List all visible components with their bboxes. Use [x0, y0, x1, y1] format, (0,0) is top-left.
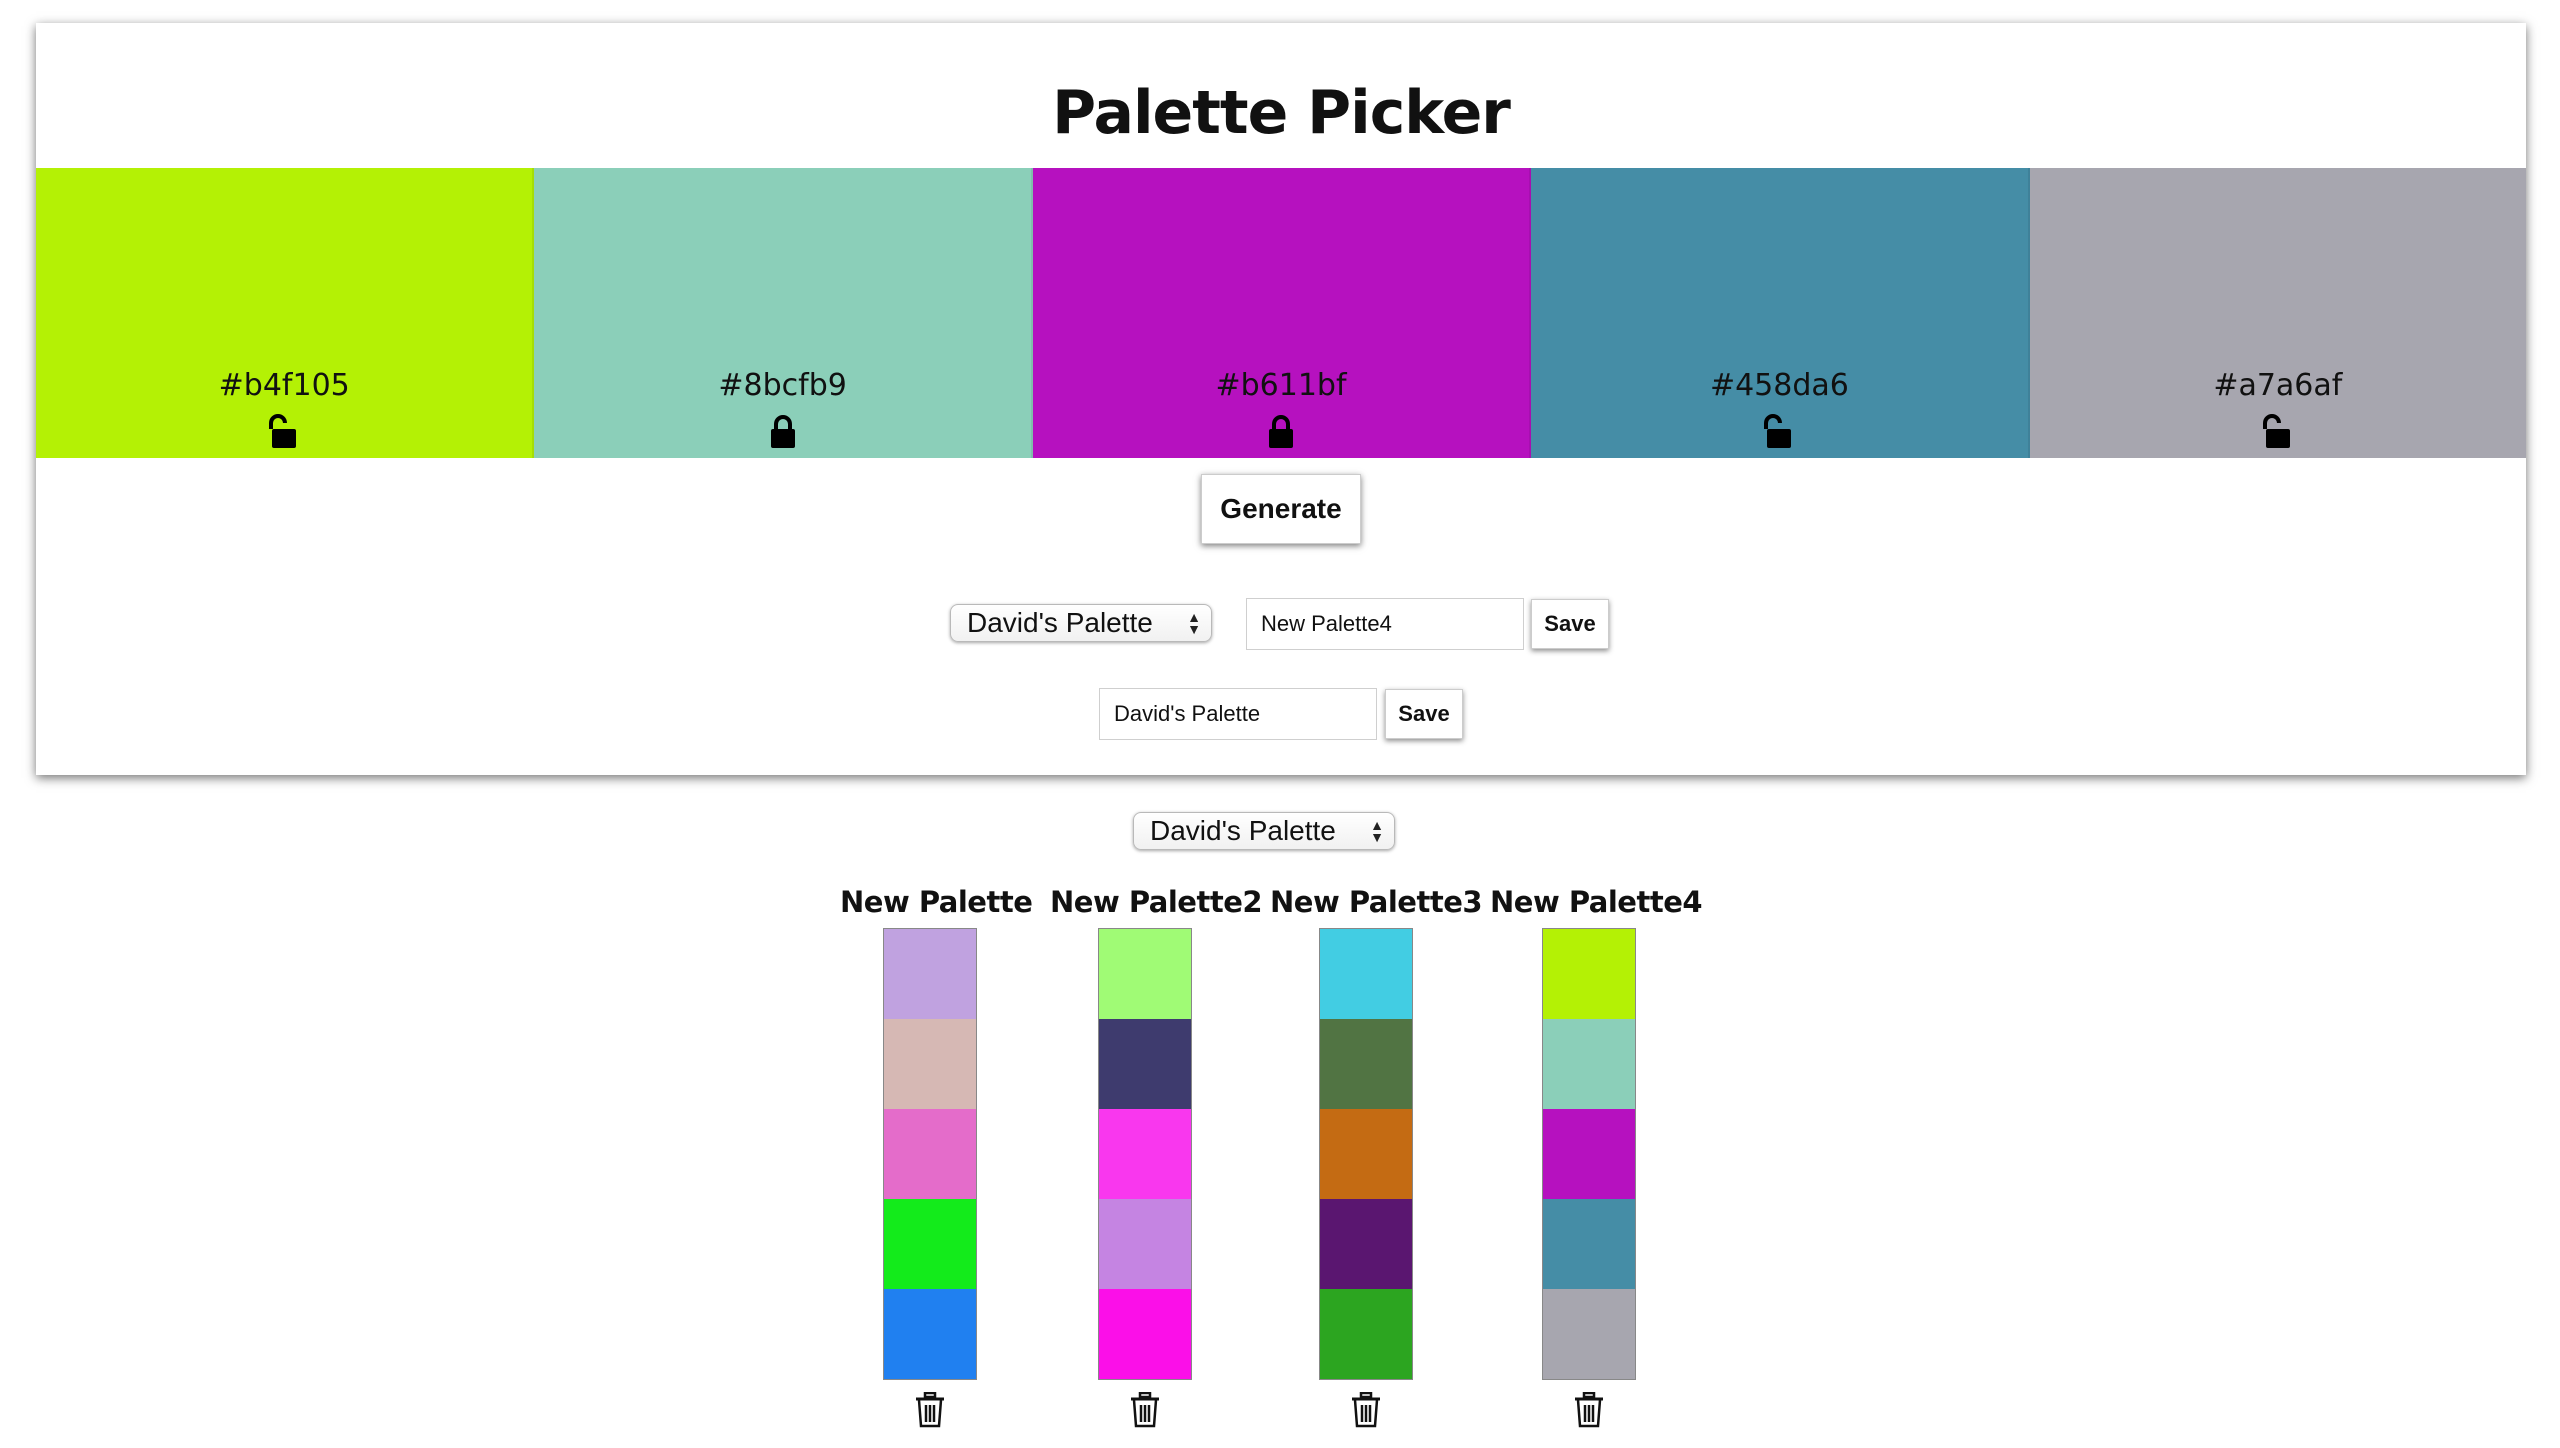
saved-palette-3: New Palette3: [1270, 885, 1483, 1428]
saved-color-chip: [1099, 1289, 1191, 1379]
saved-palette-name: New Palette3: [1270, 885, 1483, 919]
swatch-3: #b611bf: [1032, 168, 1532, 458]
swatch-row: #b4f105 #8bcfb9 #b611bf #458da6: [36, 168, 2527, 458]
saved-color-chip: [884, 1019, 976, 1109]
saved-color-chip: [1320, 1199, 1412, 1289]
saved-palette-2: New Palette2: [1050, 885, 1263, 1428]
swatch-hex-label: #b4f105: [218, 368, 350, 403]
saved-color-chip: [1320, 929, 1412, 1019]
saved-palette-colors[interactable]: [883, 928, 977, 1380]
project-select[interactable]: David's Palette ▲ ▼: [950, 604, 1212, 642]
saved-color-chip: [1320, 1019, 1412, 1109]
saved-palette-4: New Palette4: [1490, 885, 1703, 1428]
saved-project-select[interactable]: David's Palette ▲ ▼: [1133, 812, 1395, 850]
unlocked-icon[interactable]: [1764, 413, 1794, 449]
swatch-2: #8bcfb9: [534, 168, 1033, 458]
palette-generator-panel: Palette Picker #b4f105 #8bcfb9 #b611bf #…: [36, 23, 2527, 775]
saved-color-chip: [884, 1289, 976, 1379]
saved-palette-colors[interactable]: [1319, 928, 1413, 1380]
select-arrows-icon: ▲ ▼: [1187, 609, 1201, 637]
saved-color-chip: [1543, 1019, 1635, 1109]
save-palette-button[interactable]: Save: [1531, 599, 1609, 649]
saved-color-chip: [1099, 1109, 1191, 1199]
saved-color-chip: [1320, 1289, 1412, 1379]
saved-color-chip: [884, 1199, 976, 1289]
saved-palette-name: New Palette: [840, 885, 1033, 919]
select-arrows-icon: ▲ ▼: [1370, 817, 1384, 845]
saved-color-chip: [1543, 1109, 1635, 1199]
palette-name-input[interactable]: New Palette4: [1246, 598, 1524, 650]
trash-icon[interactable]: [1573, 1392, 1605, 1428]
trash-icon[interactable]: [914, 1392, 946, 1428]
trash-icon[interactable]: [1350, 1392, 1382, 1428]
saved-color-chip: [884, 1109, 976, 1199]
saved-palette-1: New Palette: [840, 885, 1033, 1428]
swatch-hex-label: #458da6: [1709, 368, 1849, 403]
trash-icon[interactable]: [1129, 1392, 1161, 1428]
saved-color-chip: [1099, 1199, 1191, 1289]
saved-color-chip: [1543, 1289, 1635, 1379]
locked-icon[interactable]: [768, 413, 798, 449]
locked-icon[interactable]: [1266, 413, 1296, 449]
saved-color-chip: [1543, 1199, 1635, 1289]
saved-palette-name: New Palette4: [1490, 885, 1703, 919]
swatch-5: #a7a6af: [2029, 168, 2527, 458]
swatch-4: #458da6: [1531, 168, 2030, 458]
unlocked-icon[interactable]: [2262, 413, 2293, 449]
saved-color-chip: [884, 929, 976, 1019]
project-select-value: David's Palette: [967, 607, 1153, 638]
saved-palette-colors[interactable]: [1098, 928, 1192, 1380]
saved-color-chip: [1099, 929, 1191, 1019]
swatch-hex-label: #8bcfb9: [718, 368, 847, 403]
swatch-hex-label: #a7a6af: [2213, 368, 2343, 403]
project-name-input[interactable]: David's Palette: [1099, 688, 1377, 740]
swatch-hex-label: #b611bf: [1215, 368, 1347, 403]
save-project-button[interactable]: Save: [1385, 689, 1463, 739]
saved-project-select-value: David's Palette: [1150, 815, 1336, 846]
saved-palette-colors[interactable]: [1542, 928, 1636, 1380]
saved-color-chip: [1320, 1109, 1412, 1199]
swatch-1: #b4f105: [36, 168, 535, 458]
saved-palette-name: New Palette2: [1050, 885, 1263, 919]
saved-color-chip: [1543, 929, 1635, 1019]
page-title: Palette Picker: [1052, 78, 1511, 148]
unlocked-icon[interactable]: [269, 413, 299, 449]
saved-palettes-list: New Palette New Palette2: [0, 885, 2560, 1445]
saved-color-chip: [1099, 1019, 1191, 1109]
generate-button[interactable]: Generate: [1201, 474, 1361, 544]
